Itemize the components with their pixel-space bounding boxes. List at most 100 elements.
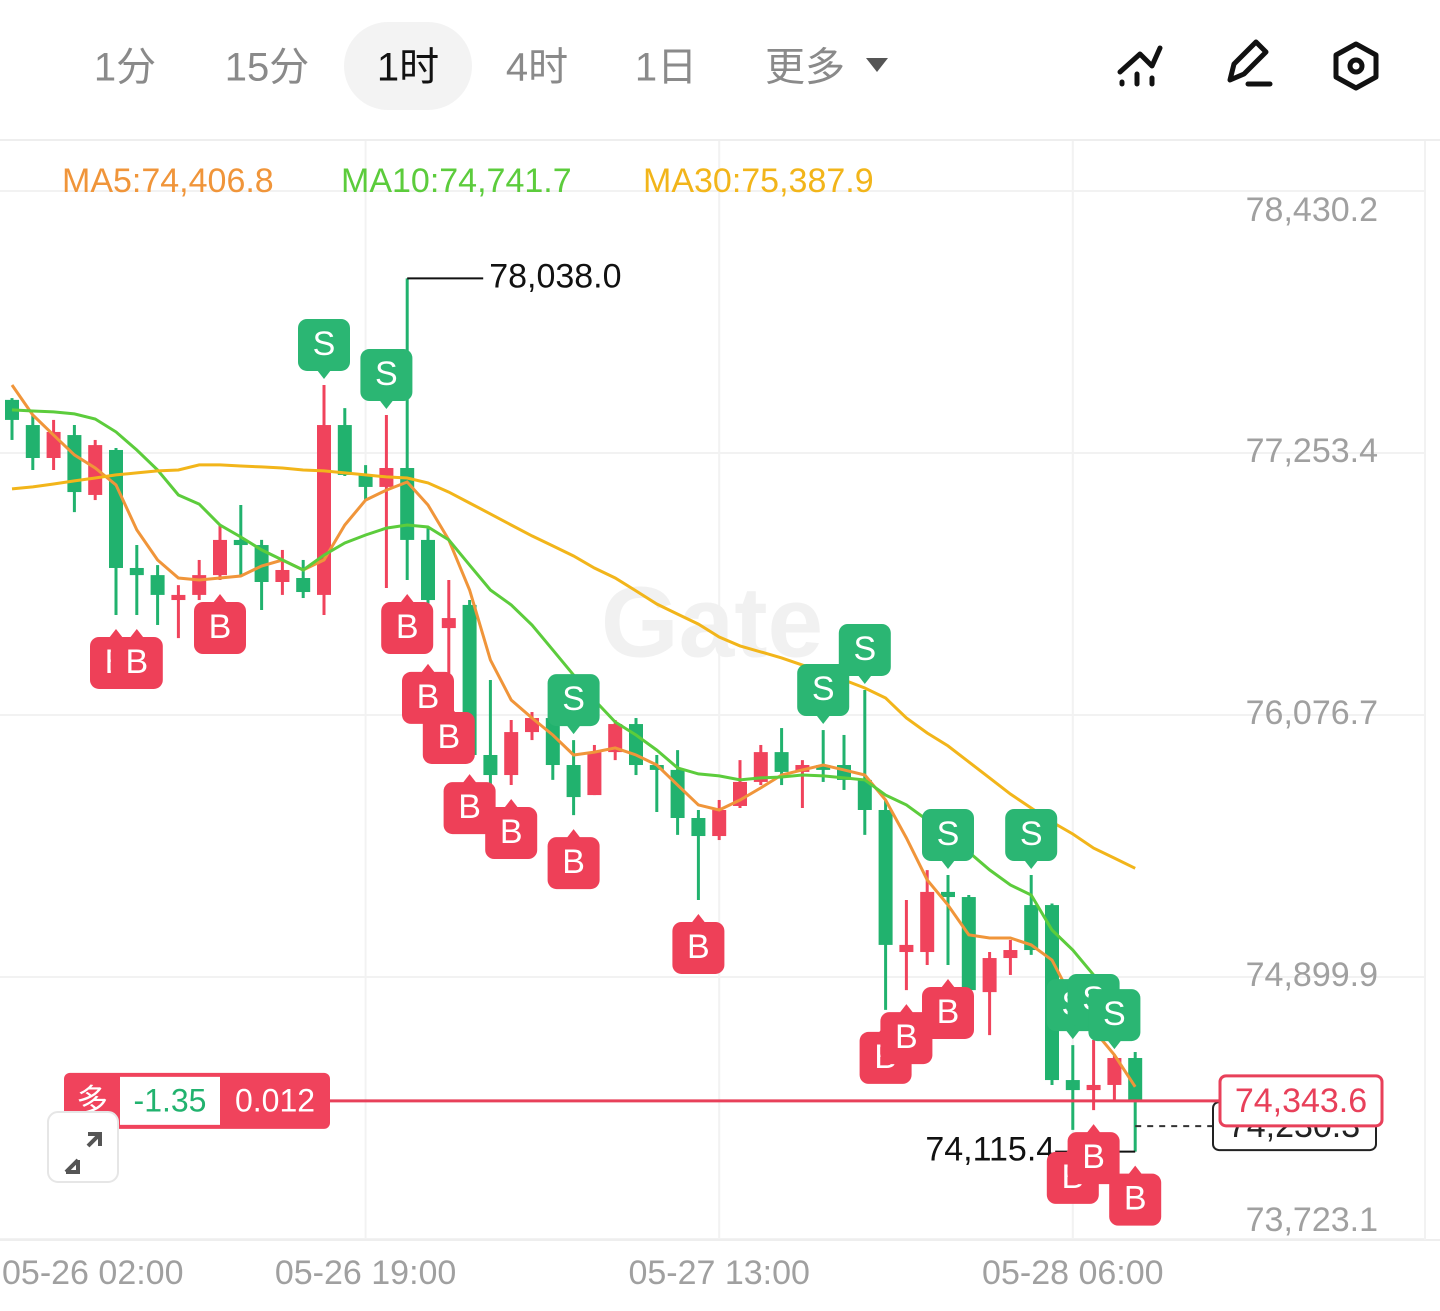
candle-body bbox=[337, 425, 352, 475]
candle-body bbox=[545, 718, 560, 766]
signal-box bbox=[381, 602, 434, 655]
icon-stroke bbox=[1117, 45, 1163, 75]
signal-badge: B bbox=[880, 1004, 933, 1065]
candle-body bbox=[171, 594, 186, 601]
candle-body bbox=[899, 944, 914, 953]
x-tick-label: 05-26 02:00 bbox=[2, 1254, 184, 1292]
signal-label: B bbox=[500, 813, 523, 851]
signal-label: S bbox=[1103, 995, 1126, 1033]
candle-body bbox=[566, 765, 581, 798]
signal-badge: B bbox=[1109, 1165, 1162, 1226]
signal-box bbox=[110, 636, 163, 689]
signal-badge: B bbox=[443, 774, 496, 835]
signal-box bbox=[1088, 989, 1141, 1042]
signal-box bbox=[194, 602, 246, 655]
signal-pointer bbox=[129, 628, 144, 638]
signal-pointer bbox=[213, 594, 227, 604]
signal-label: B bbox=[458, 788, 481, 826]
tab[interactable]: 4时 bbox=[506, 46, 568, 90]
candle-body bbox=[296, 577, 311, 593]
tab[interactable]: 1分 bbox=[94, 46, 156, 90]
draw-icon[interactable] bbox=[1227, 39, 1273, 87]
candle-body bbox=[608, 724, 623, 753]
signal-badge: B bbox=[194, 594, 246, 655]
high-label: 78,038.0 bbox=[489, 257, 621, 295]
candle-body bbox=[109, 449, 123, 568]
candle-body bbox=[1086, 1084, 1101, 1091]
signal-badge: S bbox=[360, 349, 413, 410]
signal-pointer bbox=[941, 860, 955, 870]
candle-body bbox=[920, 891, 935, 953]
signal-pointer bbox=[857, 674, 872, 684]
candle-body bbox=[254, 545, 269, 583]
candle-body bbox=[275, 569, 290, 583]
tab[interactable]: 更多 bbox=[765, 46, 845, 90]
signal-badge: S bbox=[547, 674, 600, 735]
candle-body bbox=[504, 732, 519, 776]
candle-body bbox=[982, 958, 997, 993]
signal-box bbox=[298, 318, 350, 371]
last-price-label: 74,343.6 bbox=[1235, 1082, 1367, 1120]
position-pnl: -1.35 bbox=[134, 1082, 207, 1118]
signal-badge: B bbox=[422, 703, 475, 764]
tab[interactable]: 15分 bbox=[225, 46, 310, 90]
signal-label: B bbox=[125, 643, 148, 681]
candle-body bbox=[358, 474, 373, 487]
candle-body bbox=[150, 575, 165, 595]
signal-pointer bbox=[400, 594, 415, 604]
icon-stroke bbox=[1347, 57, 1365, 75]
signal-pointer bbox=[1086, 1124, 1101, 1134]
candle-body bbox=[774, 752, 789, 772]
tab[interactable]: 1时 bbox=[377, 46, 439, 90]
signal-label: B bbox=[1082, 1138, 1105, 1176]
signal-label: B bbox=[209, 608, 232, 646]
expand-button[interactable] bbox=[47, 1111, 119, 1183]
signal-pointer bbox=[441, 703, 456, 713]
toolbar-icons bbox=[1117, 39, 1379, 91]
candle-body bbox=[1024, 905, 1039, 951]
expand-arrows bbox=[64, 1132, 102, 1174]
candle-body bbox=[878, 809, 893, 945]
candle-body bbox=[317, 425, 331, 595]
signal-pointer bbox=[1128, 1165, 1143, 1175]
signal-badge: S bbox=[1088, 989, 1141, 1050]
signal-pointer bbox=[1024, 860, 1039, 870]
candle-body bbox=[670, 769, 685, 819]
last-price-box bbox=[1218, 1074, 1384, 1128]
y-tick-label: 73,723.1 bbox=[1246, 1201, 1378, 1239]
candle-body bbox=[67, 435, 82, 493]
position-badge[interactable]: 多 -1.35 0.012 bbox=[64, 1072, 330, 1129]
candle-body bbox=[816, 765, 831, 770]
candle-body bbox=[421, 539, 435, 601]
signal-box bbox=[443, 782, 496, 835]
candle-body bbox=[233, 539, 248, 546]
signal-label: B bbox=[1124, 1180, 1147, 1218]
tab[interactable]: 1日 bbox=[635, 46, 697, 90]
signal-label: B bbox=[895, 1018, 918, 1056]
x-tick-label: 05-27 13:00 bbox=[628, 1254, 810, 1292]
signal-label: B bbox=[396, 608, 419, 646]
signal-pointer bbox=[566, 829, 581, 839]
signal-box bbox=[1109, 1173, 1162, 1226]
candle-body bbox=[961, 897, 976, 991]
settings-icon[interactable] bbox=[1333, 41, 1379, 91]
candle-body bbox=[25, 425, 40, 458]
signal-label: B bbox=[417, 678, 440, 716]
plot-area: Gate bbox=[0, 141, 1425, 1240]
signal-label: S bbox=[375, 355, 398, 393]
candle-body bbox=[1128, 1058, 1143, 1101]
signal-pointer bbox=[941, 978, 955, 988]
icon-stroke bbox=[1227, 39, 1269, 83]
active-tab-bg bbox=[344, 22, 472, 110]
low-label: 74,115.4 bbox=[925, 1131, 1055, 1169]
legend-entry: MA10:74,741.7 bbox=[341, 162, 572, 200]
signal-pointer bbox=[421, 663, 435, 673]
dropdown-caret bbox=[866, 58, 888, 72]
indicator-icon[interactable] bbox=[1117, 45, 1163, 87]
signal-pointer bbox=[317, 369, 331, 379]
candle-body bbox=[587, 752, 602, 796]
ma-line bbox=[11, 463, 1136, 870]
candle-body bbox=[941, 891, 955, 898]
signal-box bbox=[880, 1012, 933, 1065]
